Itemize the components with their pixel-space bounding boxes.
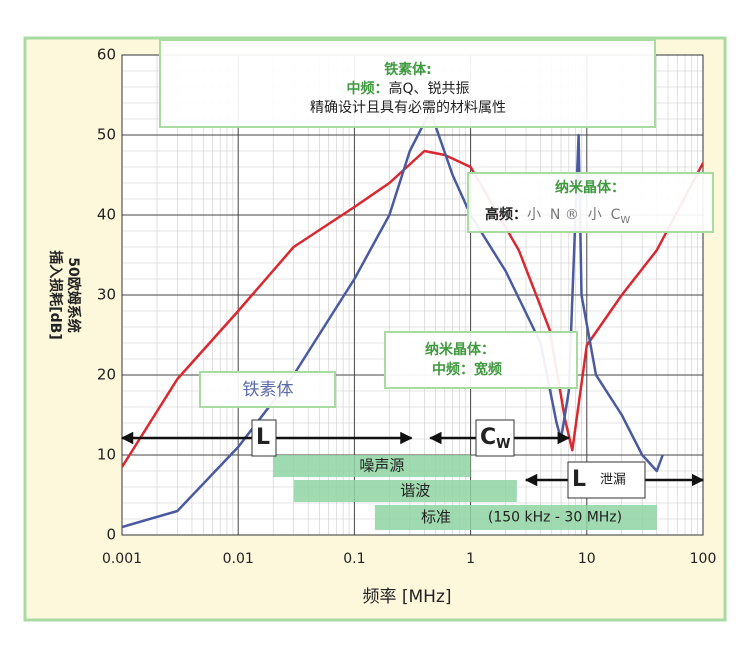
- callout-sub: W: [620, 215, 630, 226]
- band: [374, 505, 657, 530]
- arrow-label: L: [572, 467, 586, 492]
- x-tick-label: 100: [690, 551, 717, 567]
- x-tick-label: 1: [466, 551, 475, 567]
- y-tick-label: 10: [97, 446, 116, 464]
- callout-text: 中频：宽频: [432, 361, 502, 378]
- callout-box: [467, 172, 714, 233]
- y-tick-label: 60: [97, 46, 116, 64]
- callout-text: 小 N ® 小 C: [527, 207, 621, 223]
- arrow-label-box: [251, 419, 277, 457]
- callout-line: 中频：高Q、锐共振: [346, 80, 469, 97]
- arrow-label: L: [256, 425, 270, 450]
- callout-box: [384, 331, 578, 389]
- band-label: 谐波: [400, 482, 430, 500]
- y-axis-label: 插入损耗[dB]: [47, 250, 64, 340]
- callout-title: 纳米晶体：: [425, 341, 495, 358]
- callout-title: 铁素体:: [384, 61, 432, 78]
- series-line: [122, 149, 703, 468]
- band-label: 噪声源: [359, 457, 404, 475]
- band-label: 标准: [421, 508, 451, 526]
- x-axis-label: 频率 [MHz]: [362, 587, 451, 607]
- y-tick-label: 0: [106, 526, 116, 544]
- x-tick-label: 0.01: [223, 551, 254, 567]
- arrow-label-sub: W: [496, 437, 510, 452]
- band: [273, 455, 471, 477]
- callout-note: 精确设计且具有必需的材料属性: [310, 100, 506, 116]
- y-axis-label-2: 50欧姆系统: [65, 257, 82, 332]
- band: [293, 480, 517, 502]
- callout-label: 中频：: [346, 80, 388, 97]
- callout-line: 高频：小 N ® 小 CW: [485, 206, 630, 226]
- y-tick-label: 30: [97, 286, 116, 304]
- y-tick-label: 20: [97, 366, 116, 384]
- callout-box: [159, 39, 656, 128]
- x-tick-label: 0.1: [343, 551, 365, 567]
- callout-label: 高频：: [485, 206, 527, 223]
- callout-text: 高Q、锐共振: [388, 80, 469, 97]
- arrow-note: 泄漏: [600, 472, 626, 488]
- y-tick-label: 40: [97, 206, 116, 224]
- arrow-label-box: [567, 461, 646, 499]
- x-tick-label: 0.001: [102, 551, 142, 567]
- callout-text: 铁素体: [243, 380, 294, 400]
- callout-box: [199, 371, 336, 408]
- band-note: (150 kHz - 30 MHz): [488, 510, 622, 526]
- callout-title: 纳米晶体：: [555, 179, 625, 196]
- x-tick-label: 10: [578, 551, 596, 567]
- y-tick-label: 50: [97, 126, 116, 144]
- arrow-label-box: [475, 419, 515, 457]
